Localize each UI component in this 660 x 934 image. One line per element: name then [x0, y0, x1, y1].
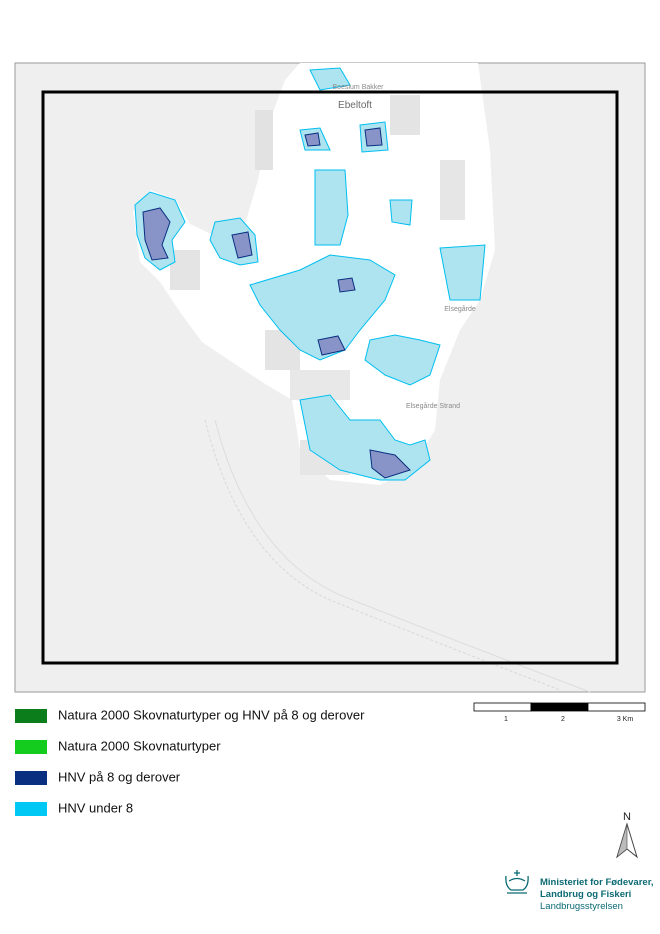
north-arrow: N [616, 811, 638, 859]
legend-label: Natura 2000 Skovnaturtyper og HNV på 8 o… [58, 707, 365, 722]
legend-swatch [15, 771, 47, 785]
place-label: Elsegårde [444, 305, 476, 313]
logo-text: Ministeriet for Fødevarer, [540, 877, 654, 888]
scale-label: 3 Km [617, 716, 634, 723]
legend: Natura 2000 Skovnaturtyper og HNV på 8 o… [15, 707, 365, 816]
legend-label: HNV under 8 [58, 800, 133, 815]
map-content [133, 63, 591, 693]
logo: Ministeriet for Fødevarer, Landbrug og F… [505, 870, 654, 912]
legend-label: HNV på 8 og derover [58, 769, 181, 784]
place-label: Elsegårde Strand [406, 402, 460, 410]
scale-label: 1 [504, 716, 508, 723]
extent-frame [41, 90, 619, 665]
legend-swatch [15, 709, 47, 723]
north-label: N [623, 811, 631, 823]
legend-swatch [15, 740, 47, 754]
logo-text: Landbrugsstyrelsen [540, 901, 623, 912]
legend-label: Natura 2000 Skovnaturtyper [58, 738, 221, 753]
place-label: Boeslum Bakker [333, 84, 385, 91]
legend-swatch [15, 802, 47, 816]
logo-text: Landbrug og Fiskeri [540, 889, 631, 900]
scale-label: 2 [561, 716, 565, 723]
scale-bar: 1 2 3 Km [473, 702, 646, 723]
place-label: Ebeltoft [338, 100, 372, 111]
